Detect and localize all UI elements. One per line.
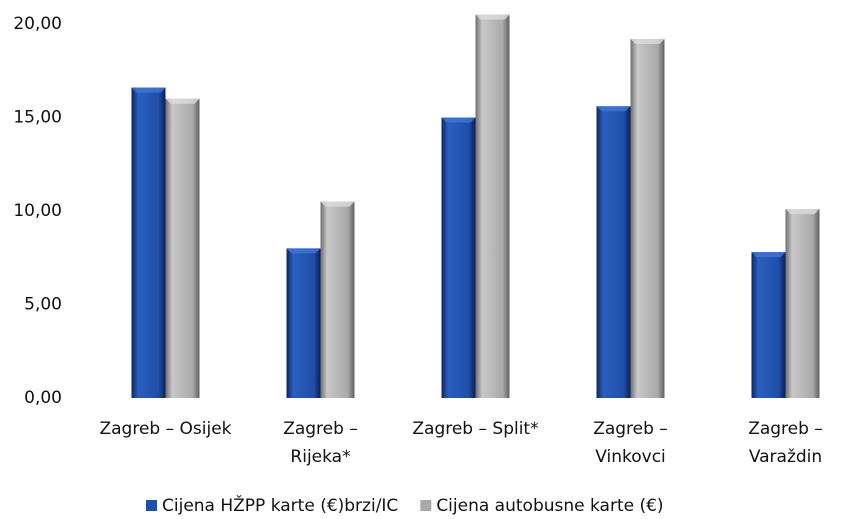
x-tick-label: Zagreb – — [748, 419, 823, 439]
bar — [751, 252, 786, 398]
bar-cap — [441, 117, 476, 123]
bar-cap — [596, 106, 631, 112]
y-tick-label: 20,00 — [13, 14, 62, 34]
legend-label: Cijena autobusne karte (€) — [436, 496, 663, 516]
x-tick-label: Zagreb – — [593, 419, 668, 439]
x-tick-label: Rijeka* — [290, 447, 350, 467]
bar — [131, 87, 166, 398]
bar-cap — [320, 201, 355, 207]
bar — [475, 14, 510, 399]
bar-cap — [131, 87, 166, 93]
x-tick-label: Zagreb – — [283, 419, 358, 439]
x-tick-label: Varaždin — [749, 447, 822, 467]
y-tick-label: 15,00 — [13, 108, 62, 128]
y-tick-label: 10,00 — [13, 201, 62, 221]
bar-cap — [286, 248, 321, 254]
bar-cap — [751, 252, 786, 258]
bar — [165, 98, 200, 399]
bar — [785, 209, 820, 398]
legend-swatch — [420, 500, 432, 511]
x-tick-label: Zagreb – Osijek — [99, 419, 231, 439]
bar-cap — [475, 14, 510, 20]
bar — [441, 117, 476, 398]
legend-label: Cijena HŽPP karte (€)brzi/IC — [162, 494, 398, 516]
bar-cap — [785, 209, 820, 215]
y-tick-label: 5,00 — [24, 295, 62, 315]
legend: Cijena HŽPP karte (€)brzi/IC Cijena autob… — [146, 494, 664, 516]
y-tick-label: 0,00 — [24, 388, 62, 408]
legend-swatch — [146, 500, 157, 511]
bar — [596, 106, 631, 398]
x-tick-label: Zagreb – Split* — [412, 419, 538, 439]
x-tick-label: Vinkovci — [595, 447, 666, 467]
bar-cap — [630, 38, 665, 44]
bar-cap — [165, 98, 200, 104]
bar — [320, 201, 355, 398]
bar — [630, 38, 665, 399]
bar — [286, 248, 321, 398]
